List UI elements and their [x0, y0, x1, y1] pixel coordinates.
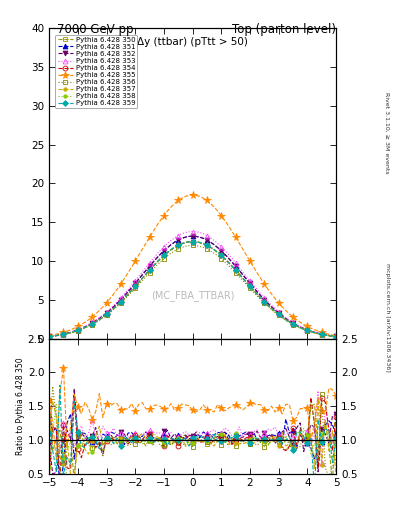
Text: 7000 GeV pp: 7000 GeV pp [57, 23, 134, 36]
Text: Rivet 3.1.10, ≥ 3M events: Rivet 3.1.10, ≥ 3M events [385, 92, 389, 174]
Text: Δy (ttbar) (pTtt > 50): Δy (ttbar) (pTtt > 50) [137, 37, 248, 48]
Text: (MC_FBA_TTBAR): (MC_FBA_TTBAR) [151, 290, 234, 302]
Legend: Pythia 6.428 350, Pythia 6.428 351, Pythia 6.428 352, Pythia 6.428 353, Pythia 6: Pythia 6.428 350, Pythia 6.428 351, Pyth… [55, 35, 137, 108]
Text: Top (parton level): Top (parton level) [232, 23, 336, 36]
Text: mcplots.cern.ch [arXiv:1306.3436]: mcplots.cern.ch [arXiv:1306.3436] [385, 263, 389, 372]
Y-axis label: Ratio to Pythia 6.428 350: Ratio to Pythia 6.428 350 [16, 357, 25, 455]
